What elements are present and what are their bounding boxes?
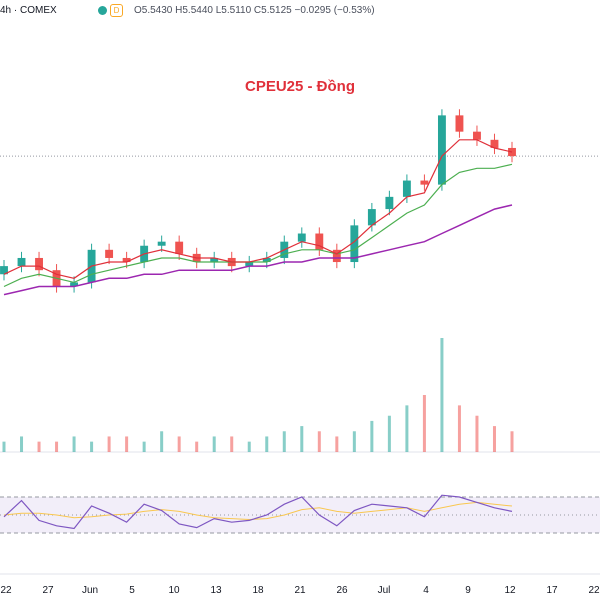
x-tick-label: 10 [168, 585, 180, 596]
candle-body [350, 225, 359, 263]
x-tick-label: 9 [465, 585, 471, 596]
x-tick-label: Jun [82, 585, 98, 596]
volume-bar [510, 431, 514, 452]
volume-bar [107, 436, 111, 452]
candle-body [367, 209, 376, 226]
volume-bar [422, 395, 426, 452]
candle-body [35, 257, 43, 271]
volume-bar [195, 441, 199, 452]
candle-body [297, 233, 306, 242]
x-tick-label: 22 [0, 585, 12, 596]
candle-body [17, 257, 26, 267]
candle-body [437, 115, 446, 185]
volume-bar [2, 441, 6, 452]
volume-bar [440, 338, 444, 452]
volume-bar [405, 405, 409, 452]
rsi-ma-line [3, 501, 513, 521]
candle-body [105, 249, 114, 258]
candle-body [122, 257, 131, 263]
ema-slow-line [3, 204, 513, 296]
volume-bar [160, 431, 164, 452]
candle-body [385, 196, 394, 210]
x-tick-label: 27 [42, 585, 54, 596]
candle-body [490, 139, 499, 148]
ohlc-readout: O5.5430 H5.5440 L5.5110 C5.5125 −0.0295 … [134, 5, 375, 16]
x-tick-label: 4 [423, 585, 429, 596]
symbol-label[interactable]: 4h · COMEX [0, 5, 57, 16]
x-tick-label: 21 [294, 585, 306, 596]
volume-bar [247, 441, 251, 452]
candle-body [473, 131, 481, 140]
volume-bar [475, 415, 479, 452]
x-tick-label: 5 [129, 585, 135, 596]
x-tick-label: 17 [546, 585, 558, 596]
volume-bar [457, 405, 461, 452]
x-tick-label: 12 [504, 585, 516, 596]
rsi-line [3, 494, 513, 530]
candle-body [402, 180, 411, 197]
volume-bar [370, 420, 374, 452]
x-tick-label: Jul [378, 585, 391, 596]
ema-fast-line [3, 139, 513, 279]
chart-title: CPEU25 - Đồng [244, 78, 355, 95]
candle-body [332, 249, 341, 263]
market-status-dot [98, 6, 107, 15]
volume-bar [300, 426, 304, 452]
volume-bar [177, 436, 181, 452]
candle-body [262, 257, 271, 263]
volume-bar [492, 426, 496, 452]
candle-body [0, 266, 8, 275]
volume-bar [282, 431, 286, 452]
volume-bar [142, 441, 146, 452]
ema-mid-line [3, 163, 513, 288]
volume-bar [317, 431, 321, 452]
volume-bar [125, 436, 129, 452]
candle-body [245, 262, 254, 267]
volume-bar [212, 436, 216, 452]
volume-bar [265, 436, 269, 452]
candle-body [210, 257, 219, 263]
volume-bar [335, 436, 339, 452]
volume-bar [55, 441, 59, 452]
x-tick-label: 18 [252, 585, 264, 596]
candle-body [70, 282, 79, 287]
candle-body [508, 147, 516, 157]
x-tick-label: 22 [588, 585, 600, 596]
candle-body [175, 241, 184, 254]
volume-bar [387, 415, 391, 452]
volume-bar [230, 436, 234, 452]
candle-body [420, 180, 429, 185]
x-tick-label: 13 [210, 585, 222, 596]
volume-bar [37, 441, 41, 452]
volume-bar [20, 436, 24, 452]
timeframe-badge[interactable]: D [110, 4, 123, 17]
volume-bar [352, 431, 356, 452]
x-tick-label: 26 [336, 585, 348, 596]
candle-body [455, 115, 464, 132]
volume-bar [90, 441, 94, 452]
volume-bar [72, 436, 76, 452]
candle-body [315, 233, 324, 250]
candle-body [157, 241, 166, 246]
chart-header: 4h · COMEX D O5.5430 H5.5440 L5.5110 C5.… [0, 0, 600, 22]
